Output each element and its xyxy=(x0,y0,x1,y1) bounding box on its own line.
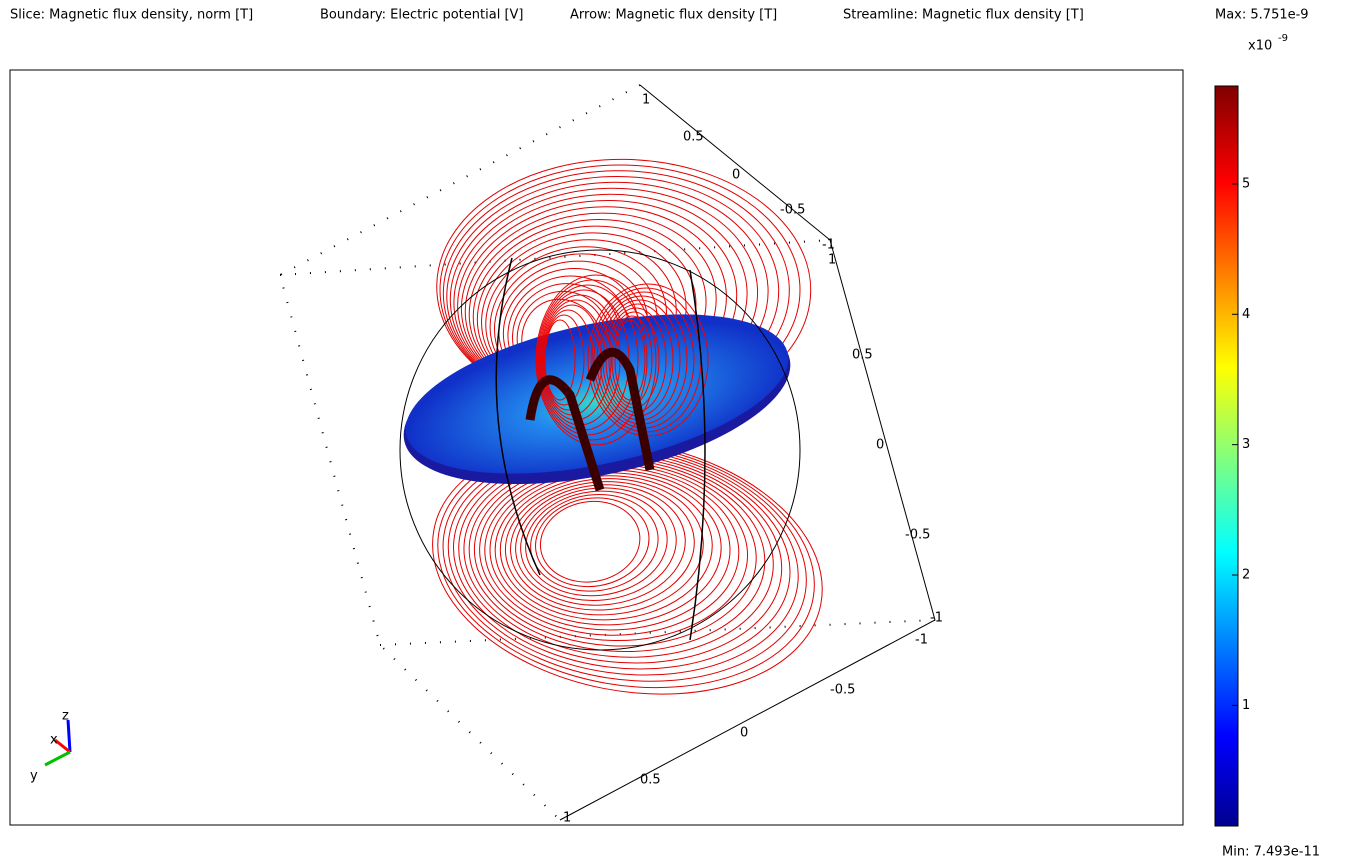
streamline xyxy=(544,319,576,401)
axis-tick-label: 1 xyxy=(642,93,650,108)
axis-tick-label: -0.5 xyxy=(905,528,930,543)
streamline xyxy=(537,284,639,436)
streamline xyxy=(536,279,648,441)
colorbar-tick-label: 3 xyxy=(1242,437,1250,452)
streamline xyxy=(499,475,713,621)
colorbar-min: Min: 7.493e-11 xyxy=(1222,845,1320,860)
streamline xyxy=(535,274,657,446)
plot-frame xyxy=(9,69,1184,826)
colorbar xyxy=(1214,85,1239,827)
streamline xyxy=(543,314,585,406)
header-item: Slice: Magnetic flux density, norm [T] xyxy=(10,8,253,23)
streamline xyxy=(539,500,641,583)
axis-tick-label: -1 xyxy=(930,611,943,626)
streamline xyxy=(535,497,650,588)
sphere xyxy=(399,249,801,651)
triad-label: x xyxy=(50,733,58,748)
streamline xyxy=(520,487,677,601)
header-item: Boundary: Electric potential [V] xyxy=(320,8,523,23)
axis-tick-label: -1 xyxy=(915,633,928,648)
axis-tick-label: 0 xyxy=(740,726,748,741)
axis-tick-label: 0 xyxy=(732,168,740,183)
streamline xyxy=(525,490,668,597)
axis-tick-label: -1 xyxy=(822,238,835,253)
colorbar-max: Max: 5.751e-9 xyxy=(1215,8,1309,23)
triad-label: z xyxy=(62,709,69,724)
axis-triad xyxy=(44,719,72,767)
colorbar-tick-label: 5 xyxy=(1242,176,1250,191)
axis-tick-label: 0.5 xyxy=(640,773,661,788)
colorbar-multiplier: x10 xyxy=(1248,39,1272,54)
axis-tick-label: -0.5 xyxy=(830,683,855,698)
axis-tick-label: 0.5 xyxy=(852,348,873,363)
sphere-outline xyxy=(495,257,706,641)
header-item: Arrow: Magnetic flux density [T] xyxy=(570,8,777,23)
axis-tick-label: 0 xyxy=(876,438,884,453)
axis-tick-label: 1 xyxy=(563,811,571,826)
colorbar-tick-label: 4 xyxy=(1242,307,1250,322)
streamline xyxy=(587,283,709,437)
streamline xyxy=(611,315,653,405)
axis-tick-label: 1 xyxy=(828,253,836,268)
streamline xyxy=(542,309,594,411)
axis-tick-label: 0.5 xyxy=(683,130,704,145)
coils xyxy=(525,347,655,492)
colorbar-exponent: -9 xyxy=(1278,33,1288,44)
colorbar-tick-label: 1 xyxy=(1242,698,1250,713)
bounding-box xyxy=(278,84,936,821)
axis-tick-label: -0.5 xyxy=(780,203,805,218)
streamline xyxy=(530,493,659,592)
header-item: Streamline: Magnetic flux density [T] xyxy=(843,8,1084,23)
colorbar-tick-label: 2 xyxy=(1242,568,1250,583)
triad-label: y xyxy=(30,769,38,784)
streamline xyxy=(484,466,740,636)
